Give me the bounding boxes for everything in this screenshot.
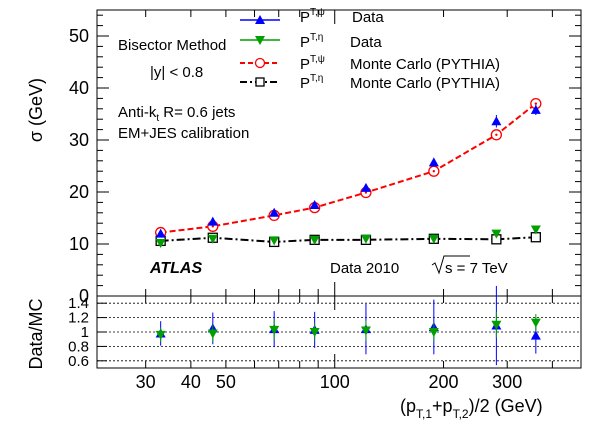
- y-tick-label: 40: [69, 78, 89, 98]
- marker-triangle-up: [530, 330, 541, 340]
- marker-triangle-down: [269, 325, 280, 335]
- legend-marker-triangle-down: [255, 36, 265, 45]
- x-tick-label: 300: [492, 372, 522, 392]
- sqrt-symbol: [431, 255, 470, 275]
- x-tick-label: 40: [181, 372, 201, 392]
- mc-psi-curve: [160, 102, 537, 234]
- ratio-y-axis-title: Data/MC: [26, 298, 46, 369]
- marker-triangle-down: [269, 236, 280, 246]
- data-year-annotation: Data 2010: [330, 260, 399, 277]
- y-tick-label: 50: [69, 26, 89, 46]
- marker-triangle-down: [360, 234, 371, 244]
- marker-triangle-down: [491, 320, 502, 330]
- main-plot-layer: 0 10 20 30 40 50: [69, 10, 581, 306]
- marker-open-circle-dot: [495, 133, 498, 136]
- marker-triangle-down: [491, 229, 502, 239]
- marker-triangle-up: [155, 228, 166, 238]
- marker-triangle-down: [530, 225, 541, 235]
- marker-triangle-up: [360, 182, 371, 192]
- marker-triangle-down: [360, 326, 371, 336]
- legend-entry-eta-data: PT,η Data: [240, 32, 382, 51]
- legend-marker-triangle-up: [255, 15, 265, 24]
- ratio-y-tick-label: 0.6: [68, 353, 89, 370]
- marker-triangle-down: [207, 234, 218, 244]
- marker-triangle-down: [155, 330, 166, 340]
- legend-marker-open-square: [255, 77, 265, 87]
- legend-marker-open-circle: [254, 57, 266, 69]
- ratio-data-marks: [155, 285, 541, 366]
- ratio-y-tick-label: 1.4: [68, 295, 89, 312]
- y-tick-label: 30: [69, 130, 89, 150]
- marker-triangle-down: [530, 318, 541, 328]
- marker-triangle-down: [309, 235, 320, 245]
- svg-text:Data: Data: [352, 9, 384, 26]
- marker-triangle-up: [207, 216, 218, 226]
- marker-triangle-up: [428, 157, 439, 167]
- rapidity-annotation: |y| < 0.8: [150, 64, 203, 81]
- y-tick-label: 20: [69, 182, 89, 202]
- svg-text:PT,η: PT,η: [300, 73, 323, 92]
- x-tick-label: 30: [136, 372, 156, 392]
- x-axis-title: (pT,1+pT,2)/2 (GeV): [400, 396, 543, 421]
- mc-eta-curve: [160, 236, 536, 243]
- marker-triangle-down: [428, 328, 439, 337]
- svg-text:Monte Carlo (PYTHIA): Monte Carlo (PYTHIA): [350, 75, 500, 92]
- y-tick-label: 0: [79, 286, 89, 306]
- marker-triangle-up: [309, 200, 320, 209]
- legend-entry-eta-mc: PT,η Monte Carlo (PYTHIA): [240, 73, 500, 92]
- method-annotation: Bisector Method: [118, 37, 226, 54]
- legend-entry-psi-data: PT,ψ Data: [240, 7, 384, 26]
- ratio-y-tick-label: 1.2: [68, 310, 89, 327]
- x-tick-label: 100: [320, 372, 350, 392]
- legend: PT,ψ Data PT,η Data PT,ψ Monte Carlo (PY…: [240, 7, 500, 92]
- jets-annotation: Anti-kt R= 0.6 jets: [118, 104, 235, 124]
- svg-text:PT,η: PT,η: [300, 32, 323, 51]
- ratio-plot-layer: 30 40 50 100 200 300 0.60.811.21.4: [68, 295, 581, 392]
- marker-triangle-up: [491, 116, 502, 126]
- x-tick-label: 200: [429, 372, 459, 392]
- calibration-annotation: EM+JES calibration: [118, 125, 249, 142]
- marker-open-circle-dot: [364, 191, 368, 194]
- marker-open-circle-dot: [211, 225, 215, 228]
- marker-triangle-down: [428, 234, 439, 244]
- y-axis-title: σ (GeV): [26, 78, 46, 142]
- marker-triangle-down: [155, 238, 166, 248]
- svg-text:PT,ψ: PT,ψ: [300, 7, 325, 26]
- marker-triangle-down: [309, 328, 320, 337]
- marker-open-circle-dot: [534, 102, 538, 105]
- ratio-y-tick-label: 1: [81, 324, 89, 341]
- marker-triangle-down: [207, 329, 218, 339]
- atlas-label: ATLAS: [149, 260, 202, 277]
- y-tick-label: 10: [69, 234, 89, 254]
- marker-triangle-up: [269, 207, 280, 217]
- main-data-marks: [155, 97, 542, 248]
- marker-triangle-up: [530, 104, 541, 114]
- energy-annotation: s = 7 TeV: [445, 260, 508, 277]
- x-tick-label: 50: [216, 372, 236, 392]
- svg-text:PT,ψ: PT,ψ: [300, 54, 325, 73]
- legend-entry-psi-mc: PT,ψ Monte Carlo (PYTHIA): [240, 54, 500, 73]
- svg-text:Data: Data: [350, 34, 382, 51]
- ratio-y-tick-label: 0.8: [68, 338, 89, 355]
- marker-open-circle-dot: [432, 170, 436, 173]
- svg-text:Monte Carlo (PYTHIA): Monte Carlo (PYTHIA): [350, 56, 500, 73]
